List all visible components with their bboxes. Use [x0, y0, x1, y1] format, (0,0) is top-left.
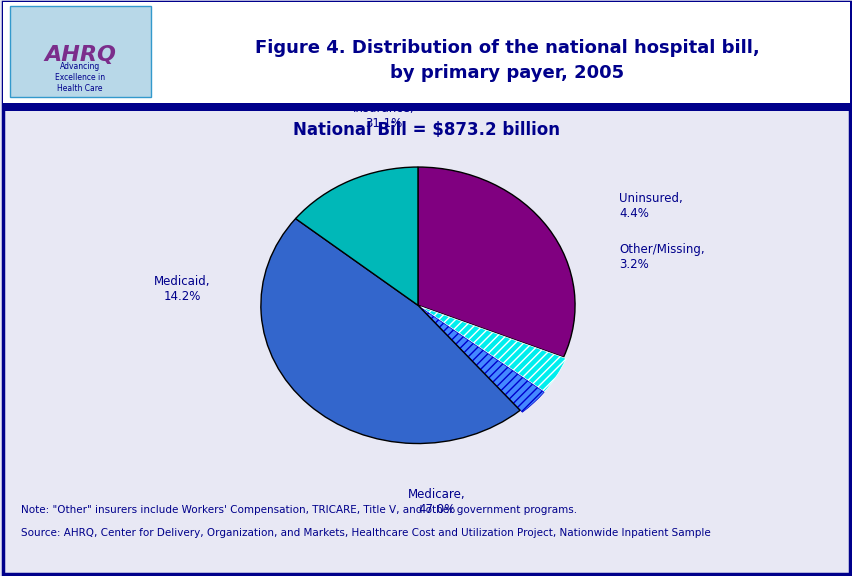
- Wedge shape: [261, 219, 520, 444]
- Text: Other/Missing,
3.2%: Other/Missing, 3.2%: [619, 243, 704, 271]
- Text: Medicare,
47.0%: Medicare, 47.0%: [407, 487, 465, 516]
- Text: Source: AHRQ, Center for Delivery, Organization, and Markets, Healthcare Cost an: Source: AHRQ, Center for Delivery, Organ…: [21, 528, 711, 538]
- Wedge shape: [420, 306, 566, 392]
- Text: Figure 4. Distribution of the national hospital bill,
by primary payer, 2005: Figure 4. Distribution of the national h…: [255, 39, 759, 82]
- Text: Advancing
Excellence in
Health Care: Advancing Excellence in Health Care: [55, 62, 105, 93]
- Wedge shape: [420, 307, 544, 412]
- Wedge shape: [296, 167, 417, 305]
- Text: Medicaid,
14.2%: Medicaid, 14.2%: [154, 275, 210, 303]
- Text: National Bill = $873.2 billion: National Bill = $873.2 billion: [292, 120, 560, 139]
- Wedge shape: [417, 167, 574, 357]
- Text: AHRQ: AHRQ: [44, 45, 116, 65]
- Text: Private
Insurance,
31.1%: Private Insurance, 31.1%: [352, 88, 414, 131]
- Text: Uninsured,
4.4%: Uninsured, 4.4%: [619, 192, 682, 220]
- Text: Note: "Other" insurers include Workers' Compensation, TRICARE, Title V, and othe: Note: "Other" insurers include Workers' …: [21, 505, 577, 515]
